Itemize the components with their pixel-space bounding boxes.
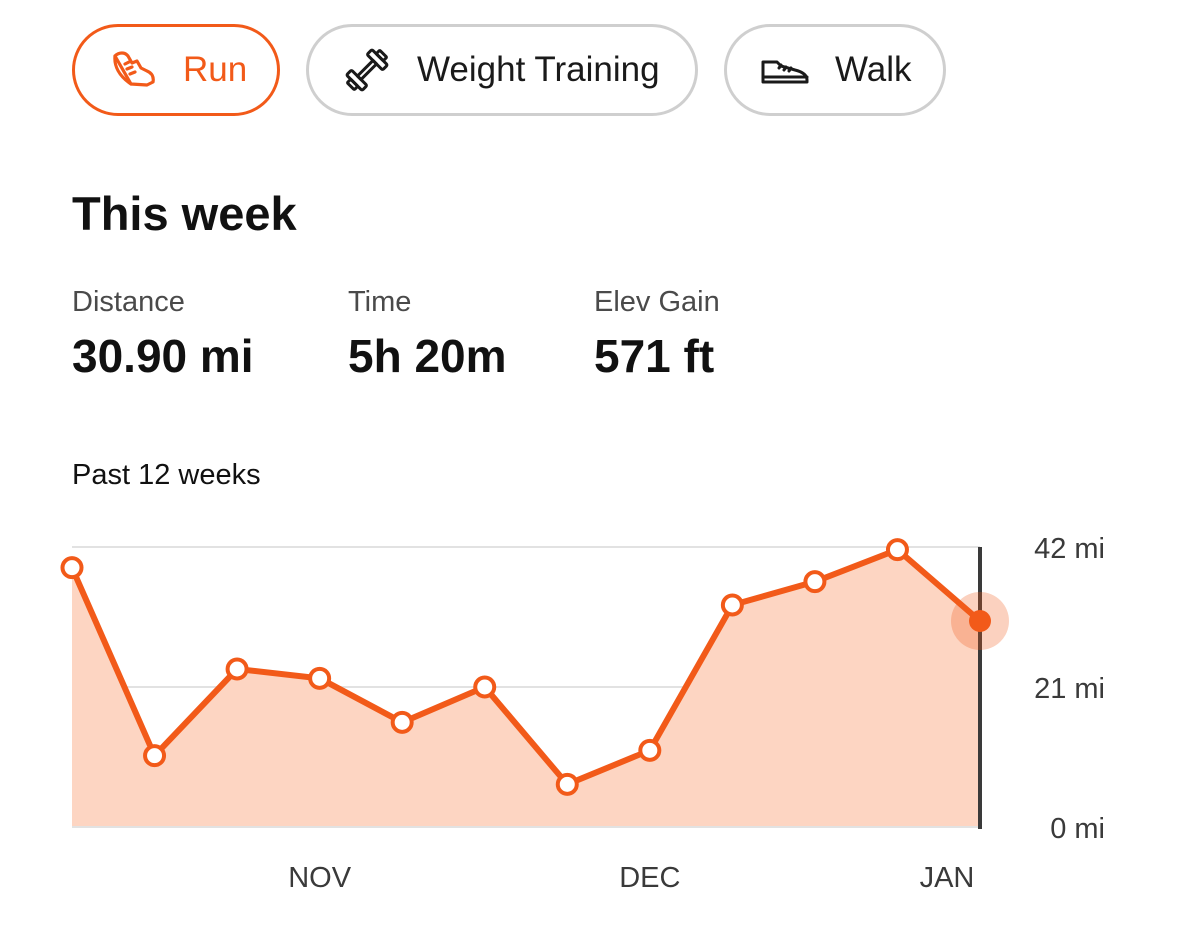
tab-run-label: Run [183, 50, 248, 89]
stat-elev-gain-value: 571 ft [594, 330, 715, 382]
x-axis-label: JAN [920, 862, 975, 894]
running-shoe-icon [107, 44, 159, 96]
stat-distance: Distance 30.90 mi [72, 286, 254, 383]
stat-time: Time 5h 20m [348, 286, 507, 383]
data-point[interactable] [555, 772, 579, 796]
tab-walk-label: Walk [835, 50, 912, 89]
x-axis-label: DEC [619, 862, 680, 894]
selected-point[interactable] [969, 610, 991, 632]
tab-weight-training[interactable]: Weight Training [306, 24, 698, 116]
stat-distance-value: 30.90 mi [72, 330, 254, 382]
data-point[interactable] [638, 738, 662, 762]
chart-caption: Past 12 weeks [72, 459, 261, 491]
section-title-this-week: This week [72, 187, 297, 240]
data-point[interactable] [885, 538, 909, 562]
data-point[interactable] [143, 744, 167, 768]
data-point[interactable] [60, 556, 84, 580]
stat-elev-gain: Elev Gain 571 ft [594, 286, 720, 383]
walking-shoe-icon [759, 44, 811, 96]
stat-elev-gain-label: Elev Gain [594, 286, 720, 318]
stat-time-label: Time [348, 286, 412, 318]
distance-area [72, 549, 980, 827]
data-point[interactable] [225, 657, 249, 681]
tab-run[interactable]: Run [72, 24, 280, 116]
tab-walk[interactable]: Walk [724, 24, 946, 116]
data-point[interactable] [390, 710, 414, 734]
data-point[interactable] [803, 570, 827, 594]
distance-line [69, 546, 983, 788]
stat-distance-label: Distance [72, 286, 185, 318]
x-axis-label: NOV [288, 862, 352, 894]
weekly-distance-chart[interactable]: 42 mi 21 mi 0 mi NOV DEC JAN [0, 520, 1179, 920]
data-point[interactable] [473, 675, 497, 699]
y-tick-label: 21 mi [1034, 673, 1105, 705]
y-tick-label: 42 mi [1034, 533, 1105, 565]
stat-time-value: 5h 20m [348, 330, 507, 382]
data-point[interactable] [720, 593, 744, 617]
activity-tabs: Run Weight Training Walk [72, 24, 946, 116]
dumbbell-icon [341, 44, 393, 96]
y-tick-label: 0 mi [1050, 813, 1105, 845]
data-point[interactable] [308, 666, 332, 690]
tab-weight-training-label: Weight Training [417, 50, 660, 89]
